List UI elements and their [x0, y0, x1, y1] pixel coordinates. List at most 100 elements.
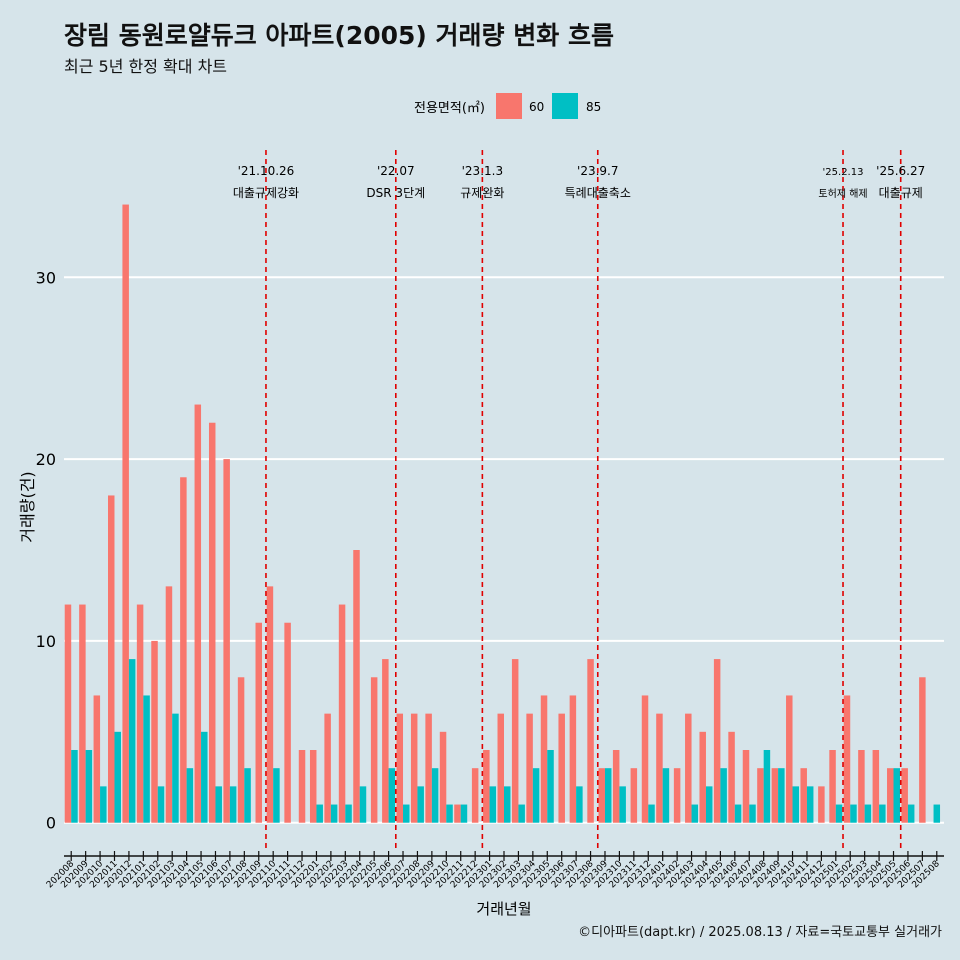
bar-60-202107 — [223, 459, 230, 823]
bar-85-202108 — [244, 768, 251, 823]
bar-85-202304 — [532, 768, 540, 823]
event-label: 대출규제강화 — [233, 186, 299, 200]
bar-85-202011 — [114, 731, 121, 823]
event-date: '25.2.13 — [823, 167, 864, 178]
chart-title: 장림 동원로얄듀크 아파트(2005) 거래량 변화 흐름 — [64, 21, 614, 50]
bar-60-202411 — [800, 768, 807, 823]
bar-85-202204 — [359, 786, 367, 823]
legend-title: 전용면적(㎡) — [414, 101, 485, 116]
bar-60-202308 — [587, 659, 594, 823]
legend-swatch-60 — [496, 93, 522, 119]
bar-60-202410 — [786, 695, 793, 823]
bar-85-202409 — [778, 768, 785, 823]
bar-60-202404 — [699, 731, 706, 823]
bar-60-202303 — [511, 659, 519, 823]
bar-60-202205 — [370, 677, 378, 823]
legend: 전용면적(㎡) 60 85 — [414, 93, 601, 119]
bar-85-202202 — [330, 804, 338, 823]
bar-60-202309 — [598, 768, 605, 823]
bar-60-202209 — [425, 713, 432, 823]
bar-85-202010 — [100, 786, 107, 823]
bar-85-202309 — [604, 768, 612, 823]
y-tick-label: 20 — [36, 450, 56, 469]
bar-85-202210 — [446, 804, 453, 823]
x-axis-label: 거래년월 — [476, 900, 531, 918]
bar-60-202401 — [656, 713, 663, 823]
y-axis-label: 거래량(건) — [18, 471, 37, 542]
bar-60-202212 — [471, 768, 479, 823]
bar-85-202008 — [71, 750, 78, 823]
bar-60-202302 — [497, 713, 504, 823]
bar-60-202507 — [919, 677, 926, 823]
bar-60-202203 — [338, 604, 346, 823]
legend-label-85: 85 — [586, 100, 601, 114]
bar-85-202503 — [864, 804, 872, 823]
bar-60-202402 — [673, 768, 681, 823]
bar-85-202410 — [792, 786, 800, 823]
bar-85-202305 — [547, 750, 554, 823]
bar-85-202505 — [893, 768, 900, 823]
bar-85-202504 — [879, 804, 886, 823]
bar-60-202409 — [771, 768, 779, 823]
bar-85-202301 — [489, 786, 497, 823]
bar-60-202406 — [728, 731, 735, 823]
bar-60-202206 — [382, 659, 389, 823]
bar-60-202312 — [641, 695, 649, 823]
chart-subtitle: 최근 5년 한정 확대 차트 — [64, 57, 228, 76]
source-caption: ©디아파트(dapt.kr) / 2025.08.13 / 자료=국토교통부 실… — [578, 925, 942, 940]
event-label: 특례대출축소 — [565, 186, 631, 200]
bar-85-202312 — [648, 804, 655, 823]
bar-60-202408 — [757, 768, 764, 823]
event-label: 대출규제 — [879, 186, 923, 200]
bar-60-202407 — [742, 750, 750, 823]
event-date: '25.6.27 — [876, 164, 925, 178]
event-label: 규제완화 — [460, 186, 504, 200]
bar-60-202412 — [818, 786, 825, 823]
bar-60-202104 — [180, 477, 187, 823]
bar-60-202307 — [569, 695, 577, 823]
bar-85-202403 — [691, 804, 699, 823]
bar-85-202208 — [417, 786, 424, 823]
event-date: '23.9.7 — [577, 164, 618, 178]
bar-60-202304 — [526, 713, 533, 823]
bar-60-202011 — [108, 495, 115, 823]
event-date: '22.07 — [377, 164, 415, 178]
bar-60-202010 — [93, 695, 101, 823]
bar-85-202502 — [850, 804, 857, 823]
bar-85-202102 — [157, 786, 165, 823]
bar-60-202012 — [122, 204, 129, 823]
bar-60-202506 — [901, 768, 908, 823]
bar-85-202101 — [143, 695, 150, 823]
bar-60-202306 — [558, 713, 565, 823]
bar-60-202405 — [713, 659, 721, 823]
bar-60-202106 — [208, 422, 216, 823]
bar-85-202201 — [316, 804, 323, 823]
event-date: '23.1.3 — [462, 164, 503, 178]
bar-60-202310 — [612, 750, 620, 823]
bar-85-202411 — [806, 786, 814, 823]
bar-60-202208 — [410, 713, 418, 823]
bars — [64, 204, 941, 823]
bar-60-202211 — [454, 804, 461, 823]
bar-60-202102 — [151, 640, 158, 823]
bar-60-202202 — [324, 713, 331, 823]
bar-85-202203 — [345, 804, 352, 823]
bar-60-202105 — [194, 404, 202, 823]
bar-85-202407 — [749, 804, 756, 823]
bar-85-202110 — [273, 768, 280, 823]
bar-85-202307 — [576, 786, 583, 823]
bar-85-202103 — [172, 713, 179, 823]
event-label: 토허제 해제 — [818, 187, 867, 200]
bar-85-202406 — [734, 804, 742, 823]
bar-60-202204 — [353, 550, 360, 823]
bar-60-202101 — [136, 604, 144, 823]
bar-60-202403 — [685, 713, 692, 823]
bar-60-202008 — [64, 604, 72, 823]
bar-85-202404 — [705, 786, 713, 823]
bar-85-202009 — [85, 750, 93, 823]
bar-85-202207 — [403, 804, 410, 823]
bar-85-202405 — [720, 768, 727, 823]
bar-85-202303 — [518, 804, 525, 823]
legend-label-60: 60 — [529, 100, 544, 114]
